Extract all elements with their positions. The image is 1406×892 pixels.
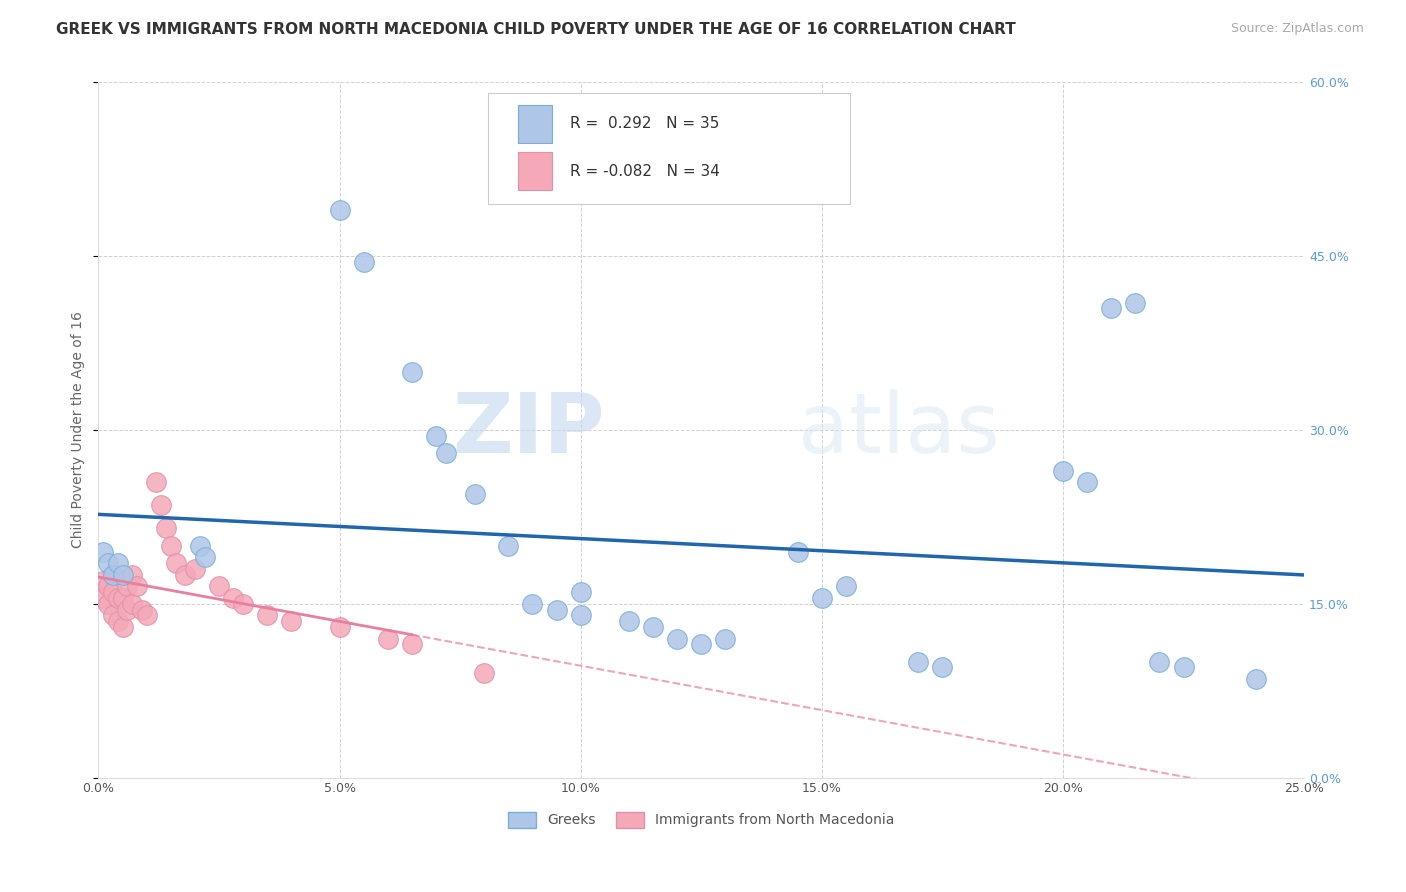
Text: Source: ZipAtlas.com: Source: ZipAtlas.com bbox=[1230, 22, 1364, 36]
Text: R = -0.082   N = 34: R = -0.082 N = 34 bbox=[569, 163, 720, 178]
Point bbox=[155, 521, 177, 535]
Legend: Greeks, Immigrants from North Macedonia: Greeks, Immigrants from North Macedonia bbox=[502, 806, 900, 833]
Text: R =  0.292   N = 35: R = 0.292 N = 35 bbox=[569, 116, 720, 131]
FancyBboxPatch shape bbox=[488, 93, 849, 204]
Text: ZIP: ZIP bbox=[453, 390, 605, 470]
Point bbox=[121, 567, 143, 582]
Point bbox=[472, 666, 495, 681]
Point bbox=[97, 597, 120, 611]
Point bbox=[401, 637, 423, 651]
Point bbox=[1173, 660, 1195, 674]
Point bbox=[107, 614, 129, 628]
Point bbox=[97, 556, 120, 570]
Point bbox=[184, 562, 207, 576]
Point bbox=[91, 574, 114, 588]
Point bbox=[666, 632, 689, 646]
Point bbox=[208, 579, 231, 593]
Point bbox=[425, 429, 447, 443]
Point bbox=[329, 620, 352, 634]
Point bbox=[107, 556, 129, 570]
Point bbox=[1052, 464, 1074, 478]
Point bbox=[1244, 672, 1267, 686]
Point bbox=[145, 475, 167, 489]
Point bbox=[117, 579, 139, 593]
Point bbox=[150, 498, 173, 512]
Point bbox=[546, 602, 568, 616]
Point bbox=[522, 597, 544, 611]
Point bbox=[434, 446, 457, 460]
Point bbox=[641, 620, 664, 634]
Point bbox=[617, 614, 640, 628]
Point bbox=[125, 579, 148, 593]
Point bbox=[174, 567, 197, 582]
Point bbox=[690, 637, 713, 651]
Point bbox=[232, 597, 254, 611]
Point bbox=[101, 585, 124, 599]
Point bbox=[1099, 301, 1122, 316]
Point bbox=[1123, 295, 1146, 310]
Point bbox=[101, 567, 124, 582]
Point bbox=[101, 608, 124, 623]
Point bbox=[222, 591, 245, 605]
Point bbox=[464, 486, 486, 500]
Point bbox=[1149, 655, 1171, 669]
Point bbox=[931, 660, 953, 674]
Point bbox=[97, 579, 120, 593]
Point bbox=[107, 591, 129, 605]
Point bbox=[280, 614, 302, 628]
Point bbox=[786, 544, 808, 558]
Point bbox=[165, 556, 187, 570]
Point bbox=[91, 591, 114, 605]
Y-axis label: Child Poverty Under the Age of 16: Child Poverty Under the Age of 16 bbox=[72, 311, 86, 549]
Point bbox=[569, 608, 592, 623]
Point bbox=[811, 591, 834, 605]
Point bbox=[714, 632, 737, 646]
Point bbox=[135, 608, 157, 623]
Text: atlas: atlas bbox=[797, 390, 1000, 470]
Point bbox=[121, 597, 143, 611]
Point bbox=[91, 544, 114, 558]
Point bbox=[111, 591, 134, 605]
Point bbox=[353, 255, 375, 269]
FancyBboxPatch shape bbox=[517, 104, 551, 143]
Point bbox=[159, 539, 181, 553]
Text: GREEK VS IMMIGRANTS FROM NORTH MACEDONIA CHILD POVERTY UNDER THE AGE OF 16 CORRE: GREEK VS IMMIGRANTS FROM NORTH MACEDONIA… bbox=[56, 22, 1017, 37]
Point bbox=[188, 539, 211, 553]
Point bbox=[1076, 475, 1098, 489]
Point bbox=[329, 202, 352, 217]
Point bbox=[101, 567, 124, 582]
Point bbox=[111, 567, 134, 582]
Point bbox=[569, 585, 592, 599]
Point bbox=[111, 620, 134, 634]
Point bbox=[498, 539, 520, 553]
Point bbox=[117, 602, 139, 616]
Point bbox=[131, 602, 153, 616]
Point bbox=[835, 579, 858, 593]
Point bbox=[907, 655, 929, 669]
Point bbox=[256, 608, 278, 623]
Point bbox=[401, 365, 423, 379]
Point bbox=[377, 632, 399, 646]
FancyBboxPatch shape bbox=[517, 152, 551, 190]
Point bbox=[193, 550, 215, 565]
